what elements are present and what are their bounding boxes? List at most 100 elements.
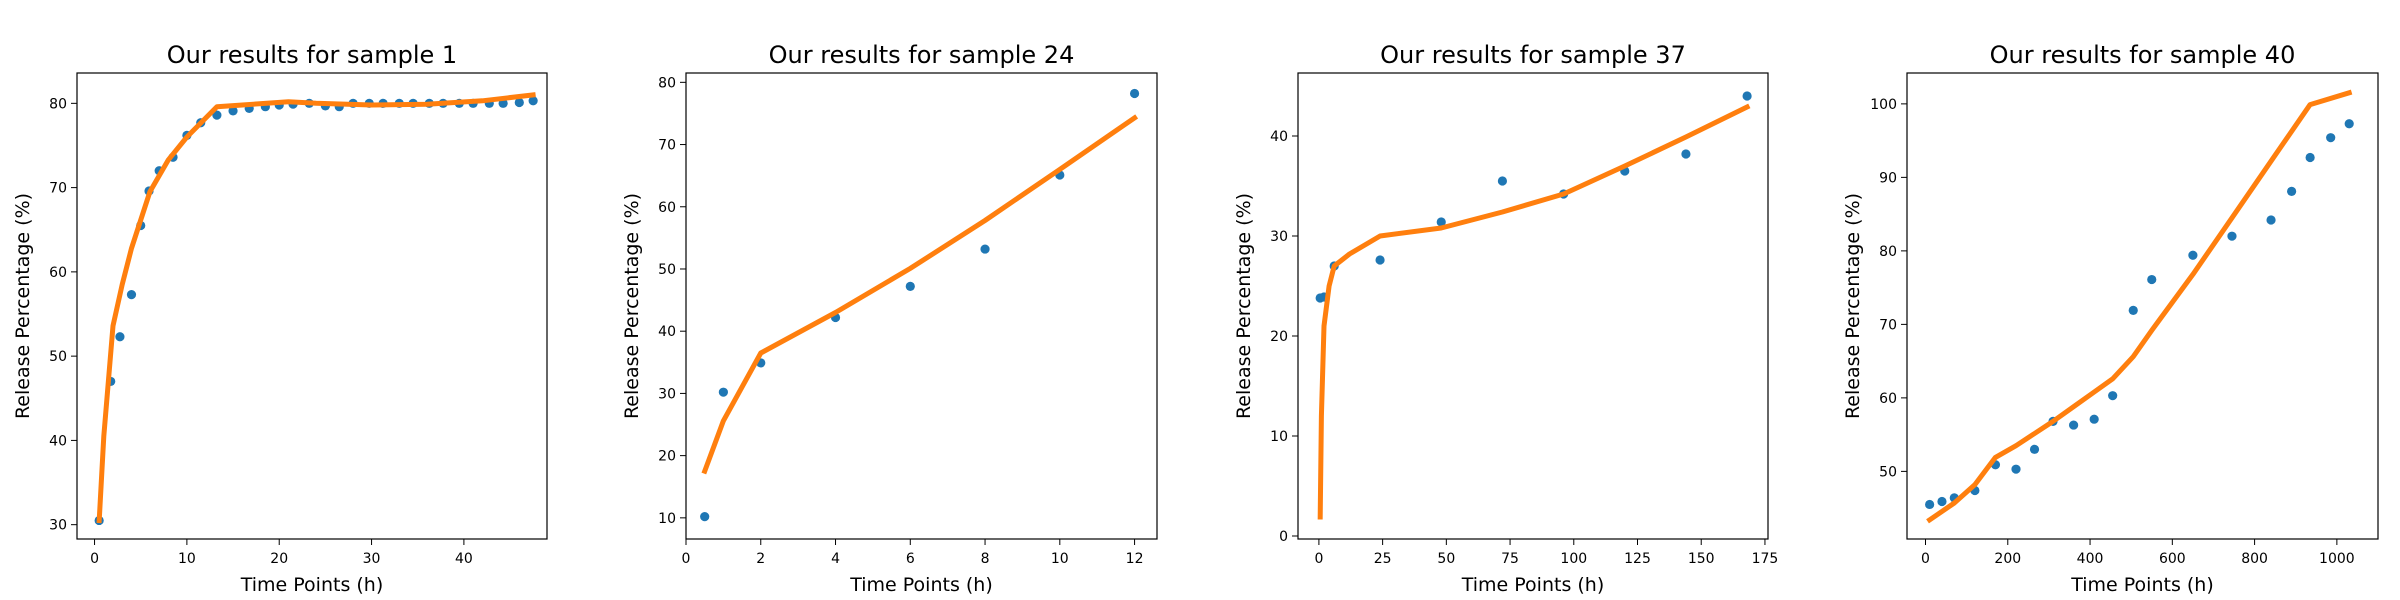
data-point (1375, 255, 1385, 265)
fit-line (1926, 89, 2353, 524)
x-tick-label: 12 (1126, 551, 1144, 567)
x-axis-label: Time Points (h) (1461, 574, 1605, 596)
x-tick-label: 10 (178, 551, 196, 567)
y-tick-label: 0 (1279, 529, 1288, 545)
fit-line (701, 114, 1139, 475)
fit-line (1317, 103, 1751, 520)
data-point (228, 106, 238, 116)
y-tick-label: 80 (658, 75, 676, 91)
data-point (2305, 152, 2315, 163)
data-point (2326, 133, 2336, 143)
y-axis-label: Release Percentage (%) (1233, 193, 1255, 419)
data-point (514, 97, 524, 108)
fit-line (96, 92, 536, 524)
data-point (1681, 149, 1691, 159)
data-point (2188, 250, 2198, 260)
x-tick-label: 10 (1051, 551, 1069, 567)
y-tick-label: 40 (658, 324, 676, 340)
y-axis-label: Release Percentage (%) (621, 193, 643, 419)
data-point (2108, 391, 2118, 401)
x-tick-label: 30 (363, 551, 381, 567)
x-tick-label: 400 (2077, 551, 2104, 567)
x-tick-label: 50 (1437, 551, 1455, 567)
x-axis-label: Time Points (h) (849, 574, 993, 596)
data-point (1925, 499, 1935, 510)
x-tick-label: 40 (455, 551, 473, 567)
y-tick-label: 80 (49, 96, 67, 112)
data-point (1129, 88, 1140, 99)
plot-data (94, 92, 538, 526)
x-tick-label: 200 (1994, 551, 2021, 567)
x-tick-label: 0 (90, 551, 99, 567)
data-point (2011, 464, 2021, 474)
data-point (700, 512, 710, 522)
x-tick-label: 0 (1314, 551, 1323, 567)
data-point (212, 110, 222, 120)
data-point (1742, 91, 1752, 101)
data-point (2287, 186, 2297, 196)
chart-panel-3: Our results for sample 370 25 50 75 100 125 15… (1233, 41, 1778, 596)
x-axis-label: Time Points (h) (2070, 574, 2214, 596)
x-tick-label: 175 (1752, 551, 1779, 567)
plot-data (700, 88, 1140, 522)
data-point (718, 387, 728, 397)
y-tick-label: 10 (1270, 429, 1288, 445)
y-tick-label: 70 (658, 138, 676, 154)
chart-title: Our results for sample 40 (1990, 41, 2296, 69)
data-point (126, 290, 137, 300)
y-tick-label: 20 (658, 449, 676, 465)
x-tick-label: 600 (2159, 551, 2186, 567)
x-tick-label: 0 (682, 551, 691, 567)
plot-data (1315, 91, 1752, 520)
x-tick-label: 100 (1560, 551, 1587, 567)
plot-data (1925, 89, 2354, 524)
data-point (115, 332, 125, 342)
data-point (2344, 119, 2354, 129)
y-tick-label: 40 (1270, 129, 1288, 145)
data-point (2227, 231, 2237, 241)
y-tick-label: 80 (1879, 244, 1897, 260)
chart-title: Our results for sample 37 (1380, 41, 1686, 69)
chart-panel-4: Our results for sample 40 0 200 400 600 800 10… (1842, 41, 2379, 596)
data-point (2089, 414, 2099, 424)
x-tick-label: 800 (2241, 551, 2268, 567)
data-point (1436, 217, 1446, 227)
chart-title: Our results for sample 24 (769, 41, 1075, 69)
x-tick-label: 75 (1501, 551, 1519, 567)
data-point (2266, 215, 2276, 225)
plot-frame (1906, 72, 2379, 540)
data-point (2029, 444, 2040, 454)
x-tick-label: 6 (906, 551, 915, 567)
y-tick-label: 40 (49, 433, 67, 449)
y-tick-label: 50 (49, 349, 67, 365)
data-point (1497, 176, 1508, 186)
data-point (2128, 305, 2138, 316)
y-tick-label: 30 (1270, 229, 1288, 245)
data-point (2147, 274, 2157, 285)
y-tick-label: 20 (1270, 329, 1288, 345)
y-axis-label: Release Percentage (%) (12, 193, 34, 419)
x-tick-label: 150 (1688, 551, 1715, 567)
chart-title: Our results for sample 1 (167, 41, 457, 69)
y-tick-label: 70 (1879, 317, 1897, 333)
chart-panel-2: Our results for sample 24 0 2 4 6 8 10 12 10 20 30… (621, 41, 1158, 596)
y-tick-label: 70 (49, 181, 67, 197)
x-tick-label: 1000 (2319, 551, 2355, 567)
y-tick-label: 100 (1870, 97, 1897, 113)
plot-frame (76, 72, 548, 540)
y-tick-label: 30 (658, 386, 676, 402)
data-point (528, 96, 538, 106)
x-tick-label: 20 (270, 551, 288, 567)
y-tick-label: 60 (49, 265, 67, 281)
data-point (905, 281, 915, 292)
data-point (2068, 420, 2079, 430)
y-tick-label: 50 (658, 262, 676, 278)
x-tick-label: 2 (756, 551, 765, 567)
x-tick-label: 8 (981, 551, 990, 567)
data-point (980, 244, 990, 254)
data-point (1937, 496, 1947, 507)
y-tick-label: 30 (49, 518, 67, 534)
x-tick-label: 25 (1374, 551, 1392, 567)
plot-frame (1297, 72, 1769, 540)
